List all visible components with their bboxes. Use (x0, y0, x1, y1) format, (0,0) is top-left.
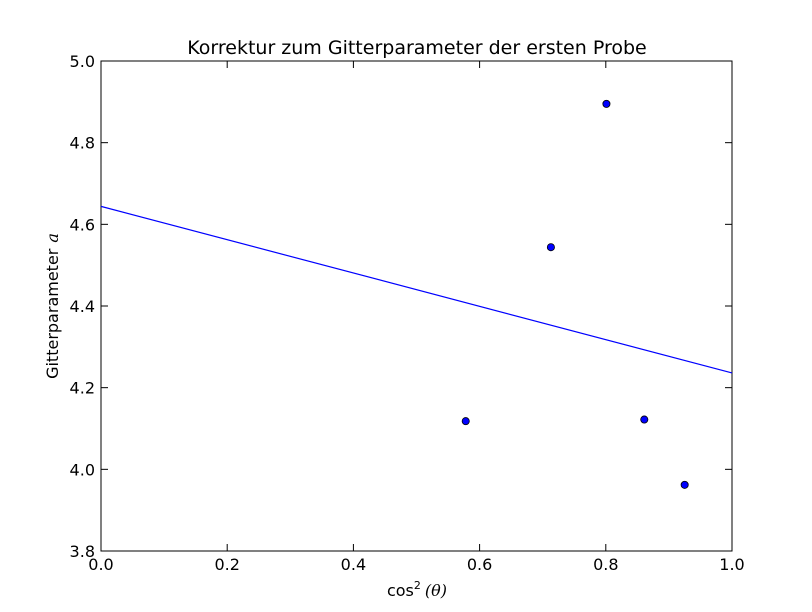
y-axis-label-text: Gitterparameter (43, 248, 62, 379)
y-tick-label: 4.0 (70, 460, 95, 479)
scatter-point (640, 415, 649, 424)
x-tick-label: 0.0 (88, 555, 113, 574)
scatter-point (680, 480, 689, 489)
chart-title: Korrektur zum Gitterparameter der ersten… (187, 37, 646, 59)
y-tick-label: 4.4 (70, 297, 95, 316)
x-axis-label-suffix: (θ) (425, 581, 447, 600)
plot-area: 0.0 0.2 0.4 0.6 0.8 1.0 3.8 4.0 4.2 4.4 4.6 4.8 5.0 (70, 52, 745, 574)
scatter-point (546, 243, 555, 252)
x-tick-label: 0.2 (214, 555, 239, 574)
y-tick-label: 4.6 (70, 215, 95, 234)
x-tick-label: 0.4 (341, 555, 366, 574)
x-ticks: 0.0 0.2 0.4 0.6 0.8 1.0 (88, 61, 745, 574)
x-tick-label: 1.0 (719, 555, 744, 574)
y-ticks: 3.8 4.0 4.2 4.4 4.6 4.8 5.0 (70, 52, 732, 561)
scatter-point (602, 99, 611, 108)
x-axis-label: cos2 (θ) (387, 579, 447, 600)
x-tick-label: 0.6 (467, 555, 492, 574)
fit-line (100, 205, 733, 374)
scatter-point (461, 417, 470, 426)
y-tick-label: 4.2 (70, 379, 95, 398)
y-axis-label: Gitterparameter a (43, 233, 62, 379)
x-axis-label-superscript: 2 (414, 579, 421, 592)
y-tick-label: 5.0 (70, 52, 95, 71)
data-series (100, 99, 733, 489)
y-tick-label: 4.8 (70, 134, 95, 153)
y-axis-label-math: a (43, 233, 62, 243)
y-tick-label: 3.8 (70, 542, 95, 561)
x-tick-label: 0.8 (593, 555, 618, 574)
x-axis-label-prefix: cos (387, 581, 414, 600)
